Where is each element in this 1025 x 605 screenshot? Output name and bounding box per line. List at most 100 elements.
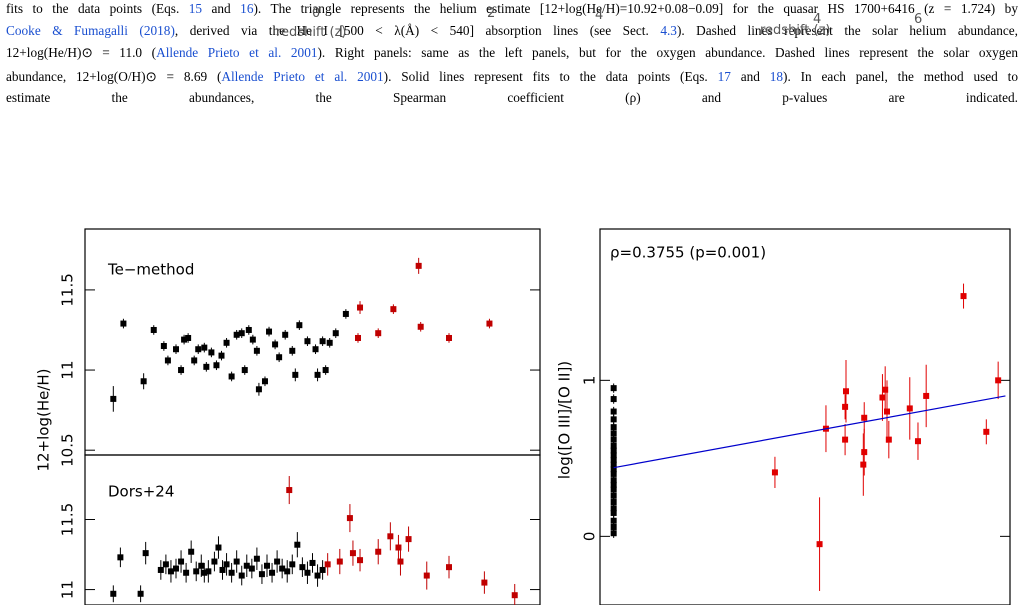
data-point	[415, 262, 422, 269]
data-point	[481, 579, 488, 586]
data-point	[198, 562, 205, 569]
data-point	[610, 424, 617, 431]
plot-frame	[599, 228, 1011, 605]
reference-link[interactable]: 18	[769, 69, 784, 84]
data-point	[117, 554, 124, 561]
data-point	[201, 344, 208, 351]
data-point	[228, 569, 235, 576]
data-point	[185, 334, 192, 341]
reference-link[interactable]: Allende Prieto et al. 2001	[156, 45, 318, 60]
data-point	[253, 555, 260, 562]
data-point	[249, 336, 256, 343]
annotation: Dors+24	[108, 483, 174, 501]
data-point	[140, 378, 147, 385]
data-point	[375, 330, 382, 337]
data-point	[312, 346, 319, 353]
data-point	[211, 558, 218, 565]
reference-link[interactable]: 4.3	[660, 23, 677, 38]
reference-link[interactable]: 17	[717, 69, 731, 84]
data-point	[357, 557, 364, 564]
data-point	[610, 416, 617, 423]
data-point	[610, 477, 617, 484]
data-point	[233, 558, 240, 565]
data-point	[610, 396, 617, 403]
fragment-label: 6	[914, 12, 923, 27]
data-point	[269, 569, 276, 576]
data-point	[110, 395, 117, 402]
data-point	[188, 548, 195, 555]
reference-link[interactable]: Cooke & Fumagalli (2018)	[6, 23, 175, 38]
data-point	[610, 436, 617, 443]
data-point	[882, 386, 889, 393]
data-point	[884, 408, 890, 415]
data-point	[272, 341, 279, 348]
caption-text: , derived via the He I [500 < λ(Å) < 540…	[174, 23, 661, 38]
data-point	[178, 558, 185, 565]
data-point	[289, 561, 296, 568]
data-point	[610, 385, 617, 392]
data-point	[610, 430, 617, 437]
data-point	[238, 330, 245, 337]
y-tick-label: 1	[581, 376, 599, 386]
reference-link[interactable]: Allende Prieto et al. 2001	[221, 69, 384, 84]
data-point	[906, 405, 913, 412]
data-point	[289, 347, 296, 354]
data-point	[286, 487, 293, 494]
caption-text: ). The triangle represents the helium es…	[253, 1, 1018, 16]
y-tick-label: 0	[581, 532, 599, 542]
data-point	[342, 310, 349, 317]
data-point	[405, 536, 412, 543]
data-point	[446, 564, 452, 571]
data-point	[120, 320, 127, 327]
fragment-label: 4	[813, 12, 822, 27]
data-point	[245, 326, 252, 333]
data-point	[223, 339, 230, 346]
caption-text: ). Solid lines represent fits to the dat…	[383, 69, 718, 84]
caption-text: and	[202, 1, 241, 16]
reference-link[interactable]: 15	[188, 1, 203, 16]
caption-line: Cooke & Fumagalli (2018), derived via th…	[6, 23, 1018, 39]
data-point	[294, 541, 301, 548]
data-point	[397, 558, 404, 565]
fit-line	[613, 395, 1006, 469]
plot-frame	[84, 454, 541, 605]
data-point	[299, 564, 306, 571]
data-point	[346, 515, 353, 522]
data-point	[914, 438, 921, 445]
caption-text: ). In each panel, the method used to	[783, 69, 1018, 84]
data-point	[511, 592, 518, 599]
data-point	[486, 320, 493, 327]
caption-text: and	[730, 69, 770, 84]
data-point	[248, 565, 255, 572]
reference-link[interactable]: 16	[240, 1, 254, 16]
data-point	[201, 569, 208, 576]
annotation: Te−method	[107, 261, 194, 279]
data-point	[304, 569, 311, 576]
caption-line: abundance, 12+log(O/H)⊙ = 8.69 (Allende …	[6, 69, 1018, 85]
data-point	[110, 590, 117, 597]
fragment-label: redshift (z)	[760, 23, 831, 38]
data-point	[167, 568, 174, 575]
data-point	[258, 571, 265, 578]
data-point	[261, 378, 268, 385]
data-point	[296, 322, 303, 329]
data-point	[390, 306, 397, 313]
data-point	[228, 373, 235, 380]
points	[110, 257, 493, 412]
data-point	[164, 357, 171, 364]
data-point	[357, 304, 364, 311]
data-point	[279, 565, 286, 572]
data-point	[861, 449, 868, 456]
data-point	[193, 568, 200, 575]
data-point	[178, 367, 185, 374]
data-point	[923, 392, 930, 399]
data-point	[446, 334, 452, 341]
data-point	[215, 544, 222, 551]
data-point	[266, 328, 273, 335]
data-point	[322, 367, 329, 374]
data-point	[417, 323, 424, 330]
data-point	[241, 367, 248, 374]
data-point	[208, 349, 215, 356]
data-point	[142, 550, 149, 557]
